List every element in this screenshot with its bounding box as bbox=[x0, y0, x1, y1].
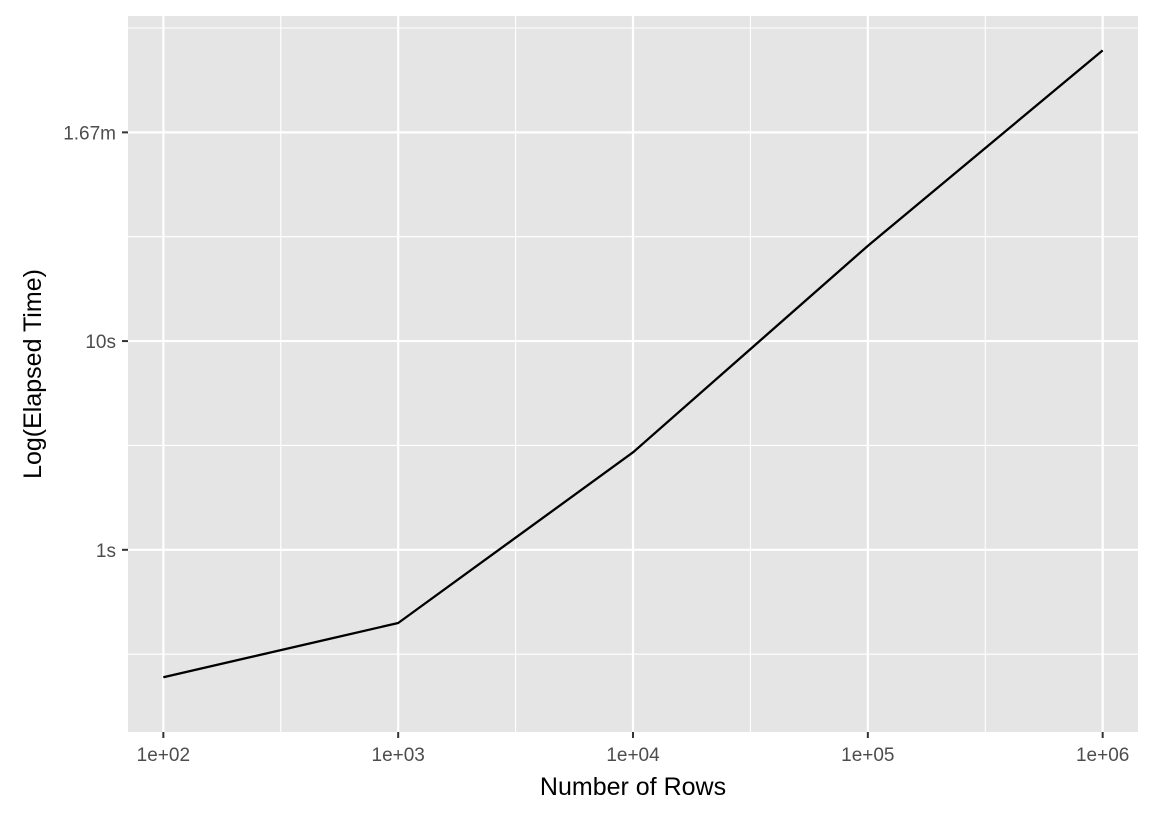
x-tick-label: 1e+05 bbox=[841, 745, 894, 766]
series-layer bbox=[163, 49, 1104, 679]
y-tick-label: 1s bbox=[96, 541, 116, 562]
x-tick-label: 1e+03 bbox=[372, 745, 425, 766]
y-tick-label: 10s bbox=[85, 332, 116, 353]
x-tick-label: 1e+02 bbox=[137, 745, 190, 766]
y-tick-label: 1.67m bbox=[63, 123, 116, 144]
x-tick-label: 1e+06 bbox=[1076, 745, 1129, 766]
x-tick-label: 1e+04 bbox=[606, 745, 660, 766]
x-axis-title: Number of Rows bbox=[540, 773, 726, 801]
x-axis: 1e+02 1e+03 1e+04 1e+05 1e+06 bbox=[137, 732, 1129, 766]
major-gridlines bbox=[128, 16, 1138, 732]
y-axis: 1s 10s 1.67m bbox=[63, 123, 128, 562]
y-axis-title: Log(Elapsed Time) bbox=[19, 269, 47, 479]
